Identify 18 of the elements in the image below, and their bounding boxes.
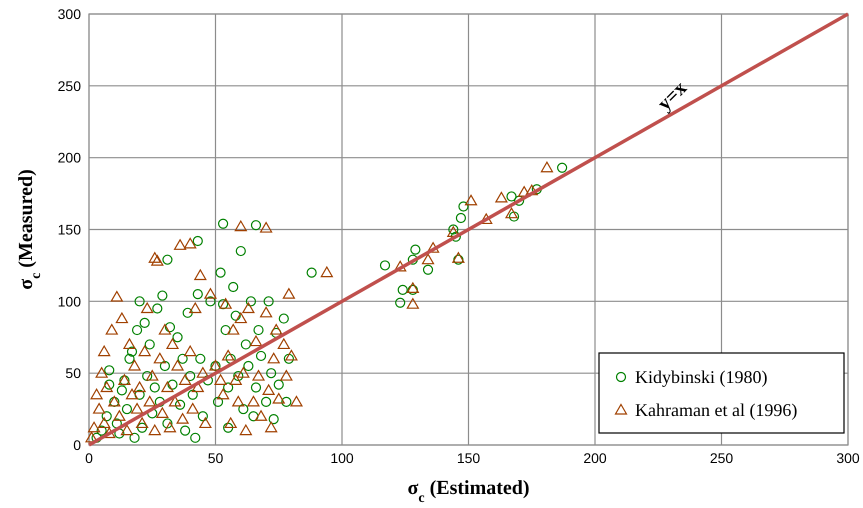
x-tick-label: 200 <box>583 450 607 466</box>
legend-label: Kahraman et al (1996) <box>635 400 798 420</box>
x-tick-label: 50 <box>208 450 224 466</box>
y-tick-label: 250 <box>58 78 82 94</box>
y-tick-label: 200 <box>58 150 82 166</box>
y-tick-label: 150 <box>58 222 82 238</box>
x-tick-label: 0 <box>85 450 94 466</box>
y-tick-label: 100 <box>58 293 82 310</box>
y-tick-label: 300 <box>58 6 82 22</box>
legend-label: Kidybinski (1980) <box>635 367 768 387</box>
x-axis-title: σ$_{c}$ (Estimated) <box>407 477 530 506</box>
x-tick-label: 150 <box>456 450 480 466</box>
x-tick-label: 250 <box>710 450 734 466</box>
annotation: y=x <box>653 77 692 115</box>
x-tick-label: 100 <box>330 450 354 466</box>
x-tick-label: 300 <box>836 450 860 466</box>
y-tick-label: 50 <box>65 365 82 382</box>
y-tick-label: 0 <box>73 437 82 453</box>
